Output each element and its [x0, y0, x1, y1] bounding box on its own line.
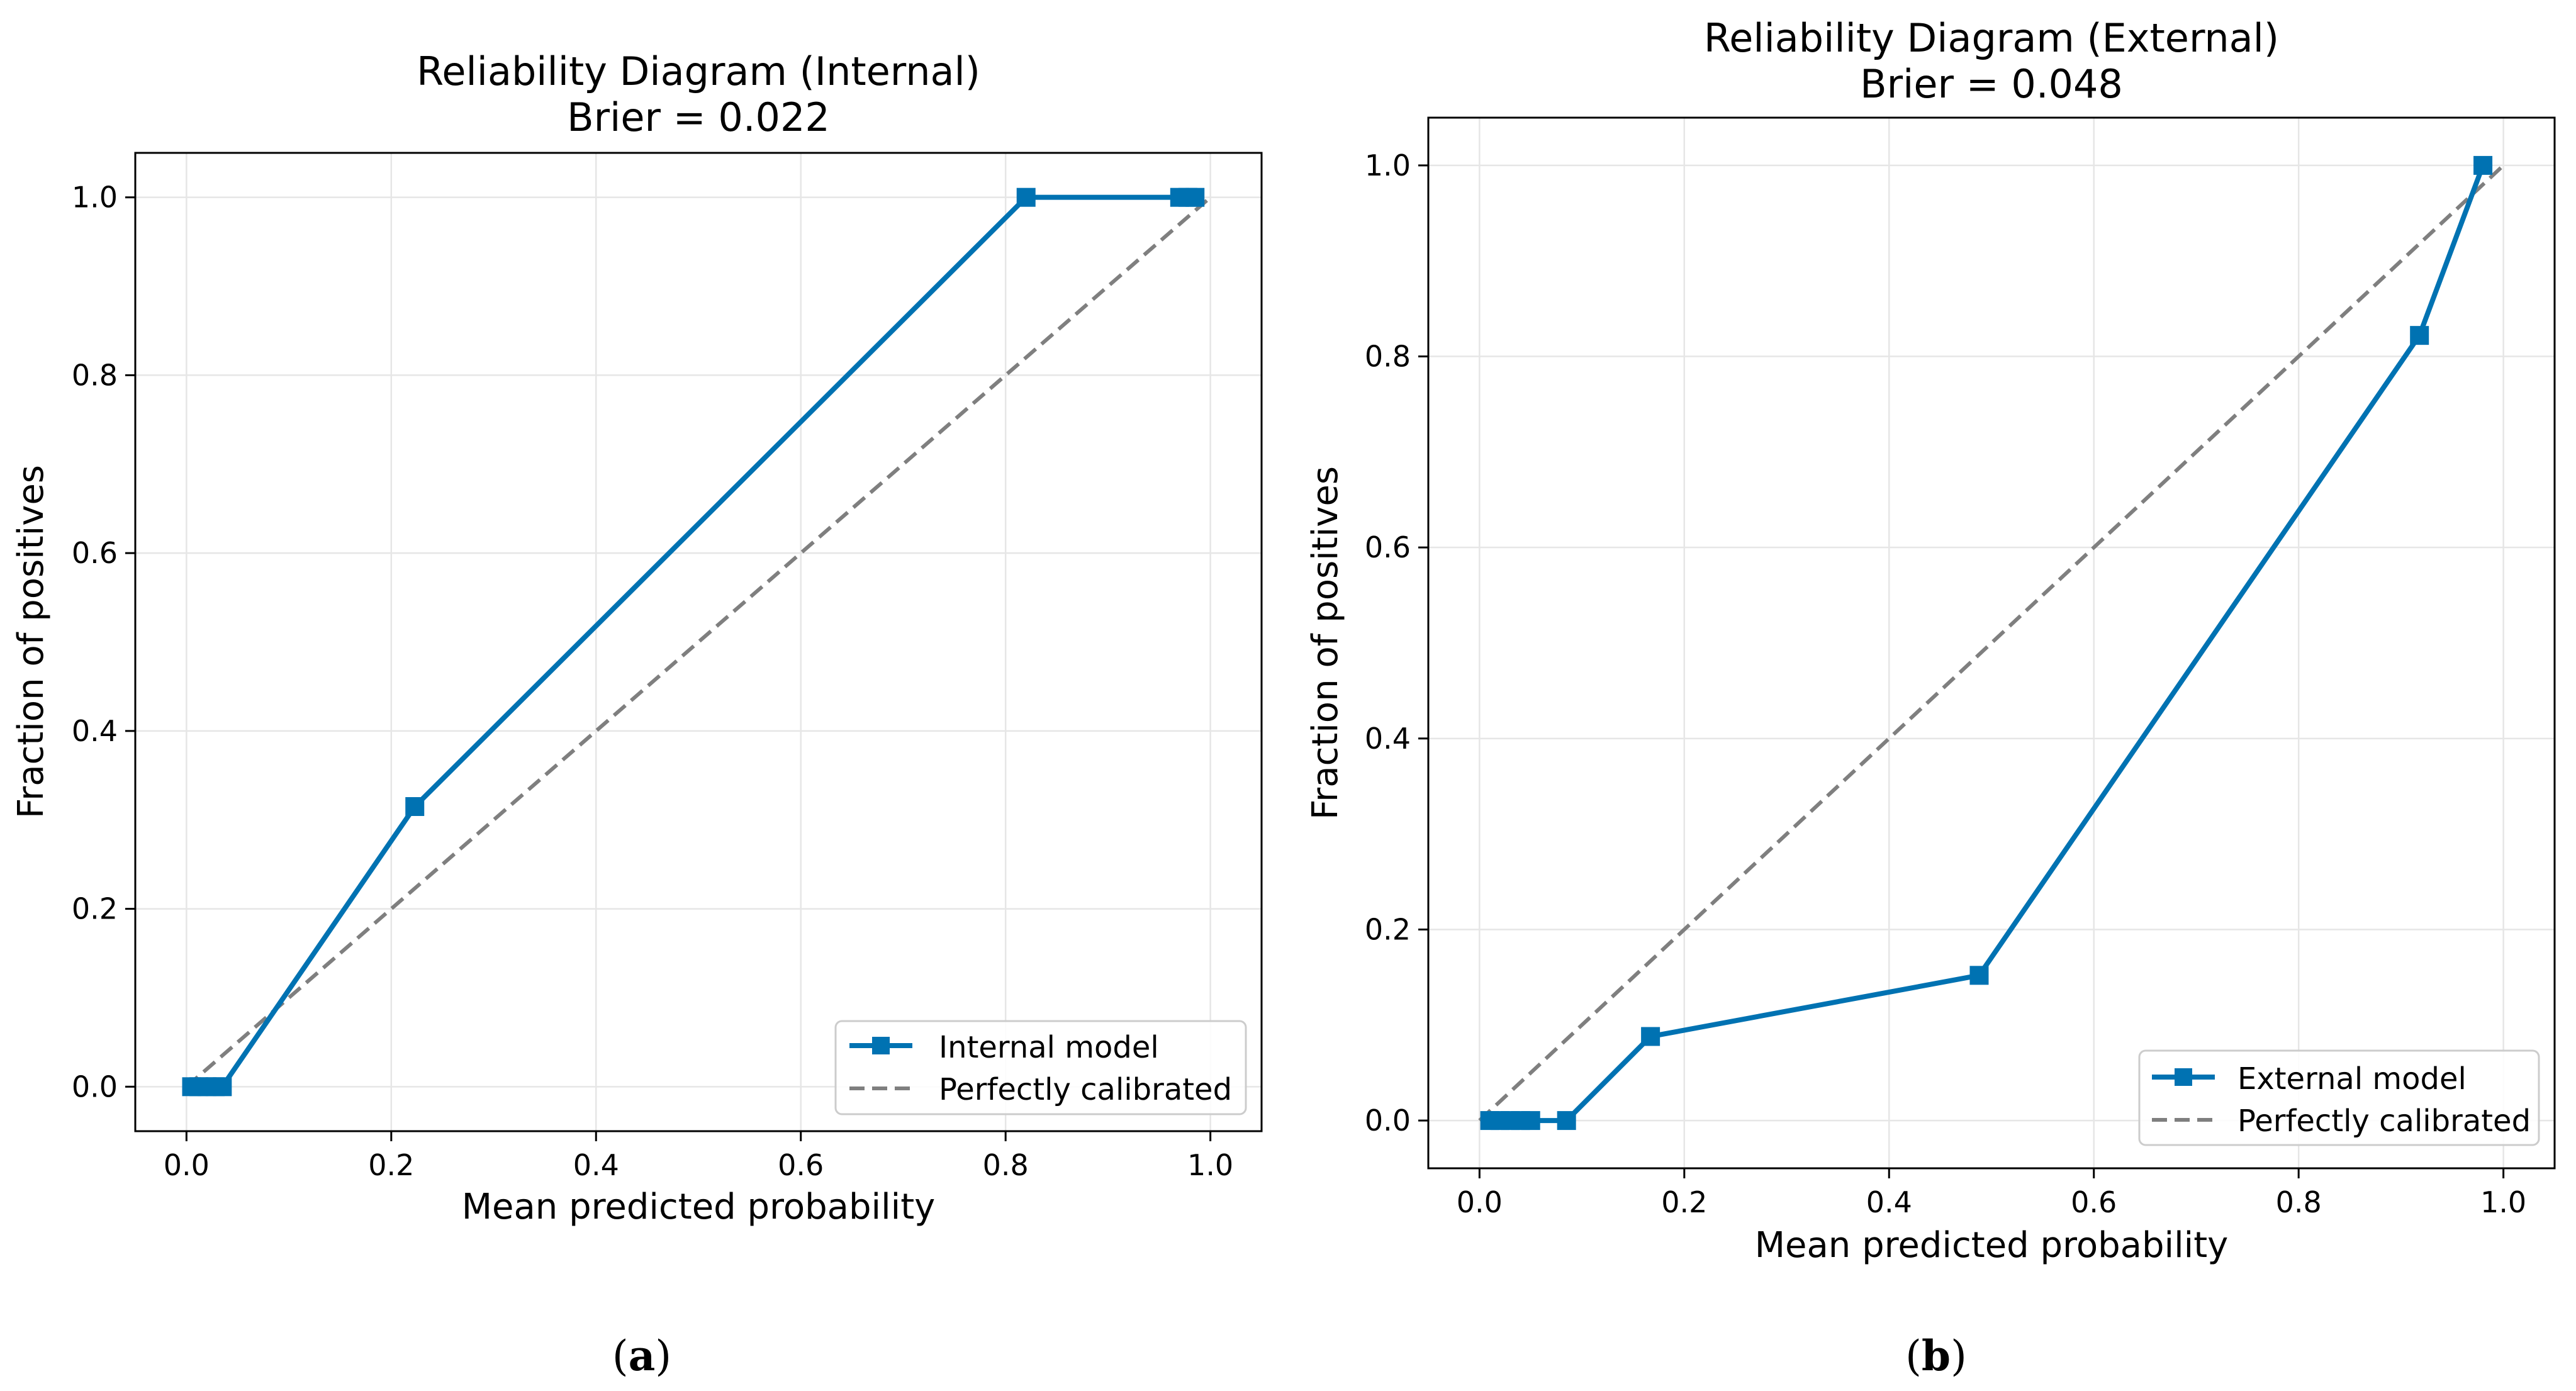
panel-letter: a: [629, 1331, 656, 1380]
x-axis-ticks: 0.0 0.2 0.4 0.6 0.8 1.0: [1457, 1168, 2526, 1219]
x-tick-label: 1.0: [2480, 1185, 2526, 1219]
legend-marker-model: [2175, 1068, 2192, 1086]
x-tick-label: 0.6: [778, 1148, 824, 1182]
calibrated-line: [1478, 164, 2505, 1122]
x-tick-label: 0.2: [1661, 1185, 1707, 1219]
calibrated-line: [185, 196, 1212, 1088]
y-tick-label: 0.8: [72, 358, 118, 392]
y-axis-label: Fraction of positives: [11, 465, 52, 818]
y-tick-label: 0.6: [1365, 530, 1411, 564]
y-axis-ticks: 0.0 0.2 0.4 0.6 0.8 1.0: [72, 181, 135, 1103]
x-tick-label: 0.0: [1457, 1185, 1503, 1219]
panel-letter: b: [1922, 1331, 1951, 1380]
x-tick-label: 0.4: [1866, 1185, 1912, 1219]
y-tick-label: 0.8: [1365, 340, 1411, 374]
legend-marker-model: [872, 1037, 890, 1054]
x-axis-label: Mean predicted probability: [1755, 1225, 2229, 1266]
y-tick-label: 0.2: [72, 892, 118, 926]
data-point: [2410, 326, 2429, 345]
legend: External model Perfectly calibrated: [2138, 1049, 2540, 1146]
x-tick-label: 1.0: [1187, 1148, 1233, 1182]
y-tick-label: 1.0: [1365, 148, 1411, 182]
y-axis-ticks: 0.0 0.2 0.4 0.6 0.8 1.0: [1365, 148, 1428, 1137]
panel-b: Reliability Diagram (External) Brier = 0…: [1305, 15, 2556, 1380]
x-tick-label: 0.4: [573, 1148, 619, 1182]
legend-label-model: External model: [2237, 1061, 2467, 1097]
y-tick-label: 0.0: [72, 1070, 118, 1103]
x-axis-ticks: 0.0 0.2 0.4 0.6 0.8 1.0: [164, 1131, 1233, 1182]
y-tick-label: 0.0: [1365, 1103, 1411, 1137]
panel-label: (a): [612, 1331, 671, 1380]
x-axis-label: Mean predicted probability: [462, 1187, 936, 1227]
perfect-calibration-line: [185, 196, 1212, 1088]
data-point: [405, 797, 425, 817]
y-tick-label: 0.2: [1365, 912, 1411, 946]
y-tick-label: 0.4: [1365, 722, 1411, 756]
legend-box: [834, 1020, 1247, 1115]
grid: [135, 153, 1262, 1131]
legend: Internal model Perfectly calibrated: [834, 1020, 1247, 1115]
data-point: [1521, 1111, 1540, 1131]
legend-box: [2138, 1049, 2540, 1146]
model-series: [1480, 155, 2493, 1131]
data-point: [1016, 187, 1036, 207]
chart-subtitle: Brier = 0.022: [567, 94, 830, 140]
y-tick-label: 0.6: [72, 536, 118, 570]
data-point: [1969, 966, 1989, 985]
panel-label: (b): [1905, 1331, 1967, 1380]
perfect-calibration-line: [1478, 164, 2505, 1122]
y-tick-label: 0.4: [72, 714, 118, 748]
y-tick-label: 1.0: [72, 181, 118, 215]
plot-frame: [134, 152, 1263, 1132]
y-axis-label: Fraction of positives: [1305, 466, 1346, 820]
legend-label-model: Internal model: [939, 1030, 1159, 1065]
legend-label-calibrated: Perfectly calibrated: [2237, 1103, 2531, 1139]
x-tick-label: 0.0: [164, 1148, 210, 1182]
data-point: [1557, 1111, 1576, 1131]
data-point: [1641, 1027, 1660, 1046]
x-tick-label: 0.8: [2276, 1185, 2322, 1219]
data-point: [213, 1077, 232, 1097]
chart-subtitle: Brier = 0.048: [1860, 61, 2123, 107]
model-series: [182, 187, 1205, 1097]
x-tick-label: 0.2: [368, 1148, 414, 1182]
plot-frame: [1427, 116, 2556, 1170]
x-tick-label: 0.8: [983, 1148, 1029, 1182]
chart-title: Reliability Diagram (External): [1704, 15, 2279, 61]
data-point: [2473, 155, 2493, 175]
legend-label-calibrated: Perfectly calibrated: [939, 1072, 1232, 1107]
chart-title: Reliability Diagram (Internal): [417, 48, 980, 94]
panel-a: Reliability Diagram (Internal) Brier = 0…: [11, 48, 1263, 1380]
data-point: [1185, 187, 1205, 207]
x-tick-label: 0.6: [2071, 1185, 2117, 1219]
